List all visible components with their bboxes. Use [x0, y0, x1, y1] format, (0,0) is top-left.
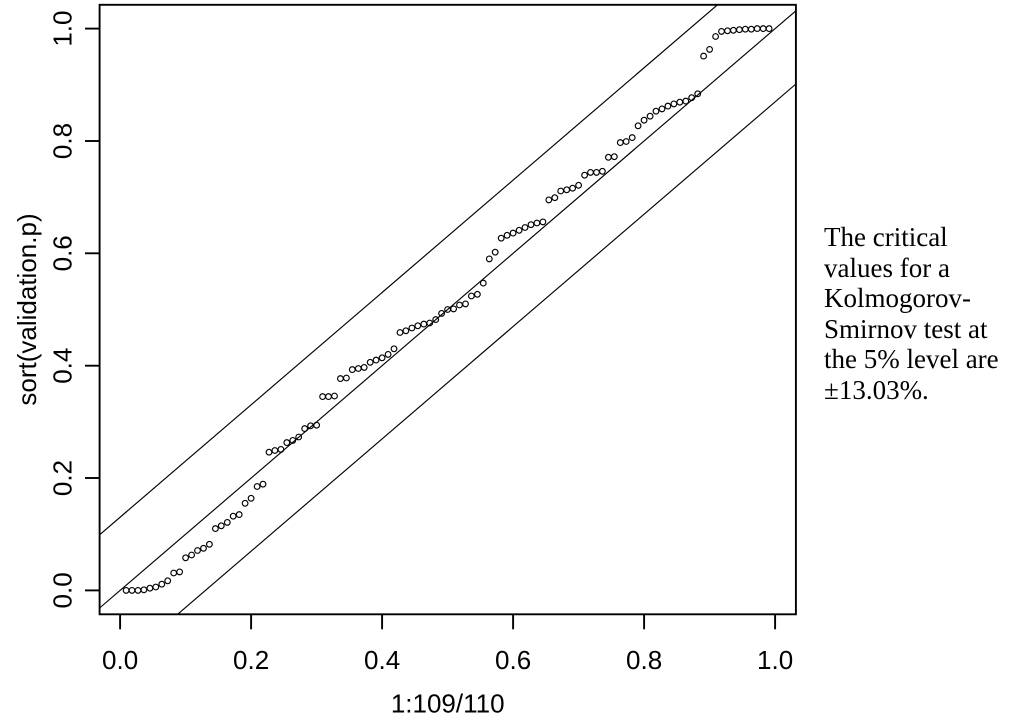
svg-text:1:109/110: 1:109/110	[391, 689, 505, 719]
svg-text:0.8: 0.8	[626, 645, 662, 675]
svg-text:0.6: 0.6	[495, 645, 531, 675]
svg-text:1.0: 1.0	[757, 645, 793, 675]
svg-text:0.0: 0.0	[102, 645, 138, 675]
svg-text:0.8: 0.8	[48, 123, 78, 159]
svg-text:0.6: 0.6	[48, 235, 78, 271]
svg-text:sort(validation.p): sort(validation.p)	[12, 213, 42, 405]
svg-text:0.2: 0.2	[233, 645, 269, 675]
svg-text:0.4: 0.4	[364, 645, 400, 675]
svg-text:0.0: 0.0	[48, 572, 78, 608]
svg-text:0.2: 0.2	[48, 460, 78, 496]
svg-text:1.0: 1.0	[48, 11, 78, 47]
svg-text:0.4: 0.4	[48, 348, 78, 384]
